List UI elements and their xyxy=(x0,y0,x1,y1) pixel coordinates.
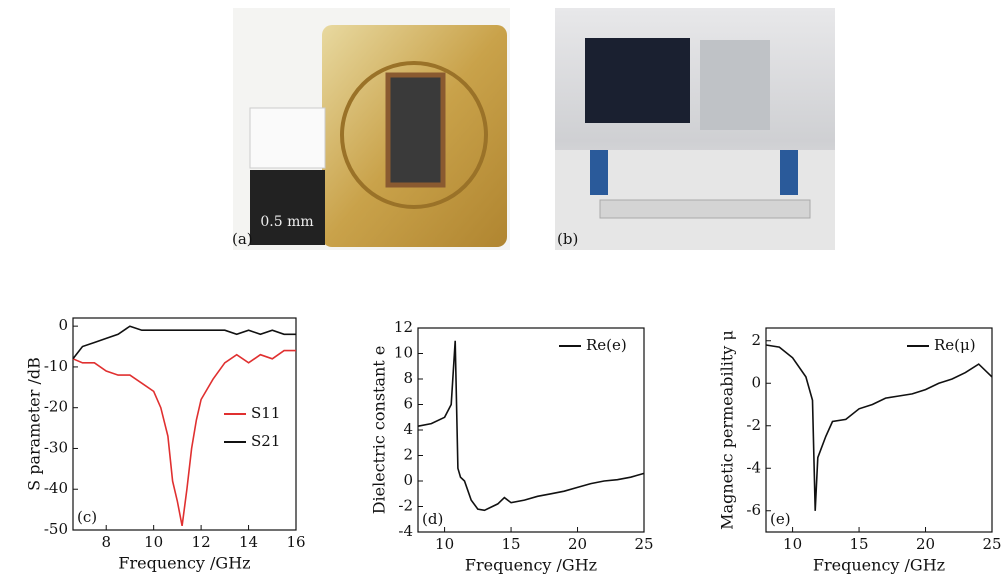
x-axis-label: Frequency /GHz xyxy=(118,554,250,573)
x-tick-label: 8 xyxy=(101,533,111,551)
x-axis-label: Frequency /GHz xyxy=(465,556,597,575)
x-tick-label: 10 xyxy=(144,533,163,551)
scale-label: 0.5 mm xyxy=(260,214,313,230)
legend-label: S11 xyxy=(251,404,280,422)
y-tick-label: 0 xyxy=(58,316,68,334)
x-tick-label: 25 xyxy=(634,535,653,553)
y-tick-label: -30 xyxy=(44,438,68,456)
y-tick-label: 8 xyxy=(403,369,413,387)
y-tick-label: 10 xyxy=(394,344,413,362)
data-line xyxy=(417,340,645,512)
y-tick-label: 2 xyxy=(751,331,761,349)
y-tick-label: 2 xyxy=(403,446,413,464)
axes-frame xyxy=(72,317,297,531)
x-axis-label: Frequency /GHz xyxy=(813,556,945,575)
y-tick-label: 0 xyxy=(403,471,413,489)
y-tick-label: -6 xyxy=(746,501,761,519)
panel-label: (d) xyxy=(422,510,443,528)
chart: 10 15 20 25 -4 -2 0 2 4 6 8 10 12 Frequency /GHz Diele… xyxy=(370,318,654,575)
y-tick-label: -4 xyxy=(746,458,761,476)
legend-label: Re(e) xyxy=(586,336,627,354)
cable xyxy=(780,150,798,195)
y-axis-label: S parameter /dB xyxy=(25,357,44,491)
photo-a: 0.5 mm (a) xyxy=(232,8,510,250)
x-tick-label: 15 xyxy=(502,535,521,553)
x-tick-label: 20 xyxy=(568,535,587,553)
data-line xyxy=(765,344,993,511)
analyzer-screen xyxy=(585,38,690,123)
x-tick-label: 15 xyxy=(850,535,869,553)
chart: 8 10 12 14 16 0 -10 -20 -30 -40 -50 Frequency /GHz S… xyxy=(25,316,306,572)
y-tick-label: -40 xyxy=(44,479,68,497)
keypad xyxy=(700,40,770,130)
y-axis-label: Magnetic permeability μ xyxy=(718,330,737,530)
y-tick-label: -2 xyxy=(746,416,761,434)
panel-label: (e) xyxy=(770,510,791,528)
y-tick-label: -10 xyxy=(44,357,68,375)
sample xyxy=(249,107,326,169)
y-tick-label: 4 xyxy=(403,420,413,438)
data-line xyxy=(72,325,296,360)
y-tick-label: 0 xyxy=(751,373,761,391)
ring xyxy=(340,61,488,209)
x-tick-label: 12 xyxy=(192,533,211,551)
x-tick-label: 10 xyxy=(435,535,454,553)
x-tick-label: 20 xyxy=(916,535,935,553)
legend-label: Re(μ) xyxy=(934,336,976,354)
cable xyxy=(590,150,608,195)
y-tick-label: -20 xyxy=(44,398,68,416)
ruler xyxy=(250,170,325,245)
y-tick-label: 12 xyxy=(394,318,413,336)
x-tick-label: 14 xyxy=(239,533,258,551)
x-tick-label: 10 xyxy=(783,535,802,553)
y-tick-label: -50 xyxy=(44,520,68,538)
waveguide-fixture xyxy=(599,199,811,219)
waveguide xyxy=(385,72,446,188)
x-tick-label: 25 xyxy=(982,535,1001,553)
data-line xyxy=(72,349,296,527)
axes-frame xyxy=(417,327,645,533)
y-axis-label: Dielectric constant e xyxy=(370,346,389,515)
photo-b: (b) xyxy=(555,8,835,250)
y-tick-label: 6 xyxy=(403,395,413,413)
x-tick-label: 16 xyxy=(286,533,305,551)
y-tick-label: -4 xyxy=(398,522,413,540)
panel-label: (b) xyxy=(557,230,578,248)
axes-frame xyxy=(765,327,993,533)
panel-label: (c) xyxy=(77,508,97,526)
y-tick-label: -2 xyxy=(398,497,413,515)
panel-label: (a) xyxy=(232,230,253,248)
legend-label: S21 xyxy=(251,432,280,450)
